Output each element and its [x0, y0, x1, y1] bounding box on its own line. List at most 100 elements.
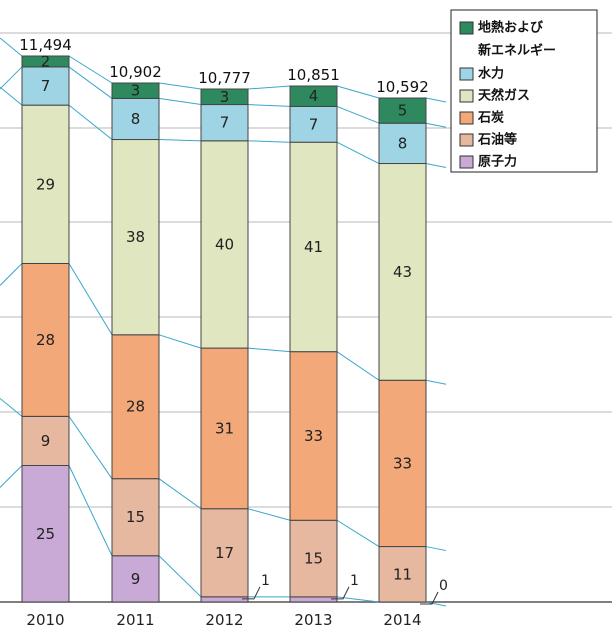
bar-segment	[200, 347, 249, 510]
connector-line	[158, 97, 202, 106]
connector-line	[425, 97, 447, 103]
connector-line	[68, 465, 113, 556]
bar-segment	[378, 379, 427, 548]
legend-box	[450, 9, 598, 173]
bar-segment	[200, 596, 249, 603]
data-label: 8	[398, 134, 408, 152]
legend-swatch	[459, 111, 474, 125]
total-label: 11,494	[19, 36, 72, 54]
connector-line	[336, 519, 380, 547]
legend-label: 原子力	[478, 154, 517, 170]
bar-segment	[21, 262, 70, 417]
data-label: 7	[220, 114, 230, 132]
bar-segment	[289, 519, 338, 598]
data-label: 43	[393, 263, 412, 281]
total-label: 10,902	[109, 63, 162, 81]
callout-leader	[242, 586, 261, 600]
bar-segment	[111, 82, 160, 99]
total-label: 10,592	[376, 78, 429, 96]
legend-swatch	[459, 67, 474, 81]
data-label: 9	[41, 432, 51, 450]
bar-segment	[378, 97, 427, 124]
bar-segment	[111, 334, 160, 480]
data-label: 17	[215, 544, 234, 562]
connector-line	[158, 555, 202, 598]
connector-line	[425, 601, 447, 607]
bar-segment	[289, 596, 338, 603]
callout-label: 1	[350, 573, 359, 589]
callout-leader	[331, 586, 350, 600]
data-label: 9	[131, 570, 141, 588]
x-tick-label: 2014	[383, 611, 421, 629]
connector-line	[425, 379, 447, 385]
bar-segment	[378, 546, 427, 603]
connector-line	[425, 122, 447, 128]
connector-line	[425, 546, 447, 552]
connector-lines	[0, 37, 447, 607]
bar-segment	[289, 85, 338, 107]
bar-segment	[21, 104, 70, 264]
connector-line	[247, 85, 291, 90]
segment-labels: 2592829729152838831731407315334174113343…	[36, 52, 412, 587]
legend-label: 石油等	[477, 132, 517, 148]
connector-line	[68, 66, 113, 99]
data-label: 3	[131, 82, 141, 100]
data-label: 5	[398, 102, 408, 120]
data-label: 4	[309, 87, 319, 105]
bar-segment	[21, 55, 70, 68]
legend-label: 地熱および	[478, 20, 544, 36]
x-tick-label: 2010	[26, 611, 64, 629]
legend-label: 水力	[478, 66, 504, 82]
data-label: 41	[304, 238, 323, 256]
legend-swatch	[459, 133, 474, 147]
connector-line	[0, 465, 23, 488]
bar-segment	[200, 140, 249, 349]
data-label: 15	[304, 550, 323, 568]
legend-swatch	[459, 89, 474, 103]
data-label: 31	[215, 419, 234, 437]
connector-line	[336, 105, 380, 124]
connector-line	[68, 416, 113, 479]
total-label: 10,851	[287, 66, 340, 84]
total-label: 10,777	[198, 69, 251, 87]
connector-line	[0, 66, 23, 90]
data-label: 8	[131, 110, 141, 128]
x-tick-label: 2013	[294, 611, 332, 629]
connector-line	[0, 263, 23, 286]
x-tick-label: 2012	[205, 611, 243, 629]
connector-line	[68, 104, 113, 140]
bar-segment	[111, 139, 160, 336]
connector-line	[247, 508, 291, 521]
bar-segment	[378, 163, 427, 381]
x-tick-label: 2011	[116, 611, 154, 629]
connector-line	[0, 37, 23, 57]
legend-label: 新エネルギー	[478, 43, 556, 59]
data-label: 33	[393, 454, 412, 472]
connector-line	[336, 141, 380, 164]
bar-segment	[200, 104, 249, 142]
legend-label: 天然ガス	[478, 88, 530, 104]
data-label: 7	[309, 115, 319, 133]
connector-line	[336, 85, 380, 99]
bar-segment	[200, 88, 249, 106]
connector-line	[336, 351, 380, 381]
bar-segment	[289, 141, 338, 353]
bar-segment	[289, 105, 338, 143]
data-label: 15	[126, 508, 145, 526]
legend-label: 石炭	[477, 110, 504, 126]
connector-line	[158, 478, 202, 510]
connector-line	[0, 397, 23, 417]
callout-label: 0	[439, 578, 448, 594]
data-label: 28	[36, 331, 55, 349]
connector-line	[247, 104, 291, 107]
callout-labels: 1 1 0	[242, 573, 448, 605]
connector-line	[425, 163, 447, 169]
connector-line	[247, 347, 291, 353]
x-axis-labels: 2010 2011 2012 2013 2014	[26, 611, 421, 629]
bar-segment	[21, 415, 70, 466]
data-label: 7	[41, 77, 51, 95]
callout-leader	[420, 591, 439, 605]
data-label: 11	[393, 565, 412, 583]
data-label: 33	[304, 427, 323, 445]
